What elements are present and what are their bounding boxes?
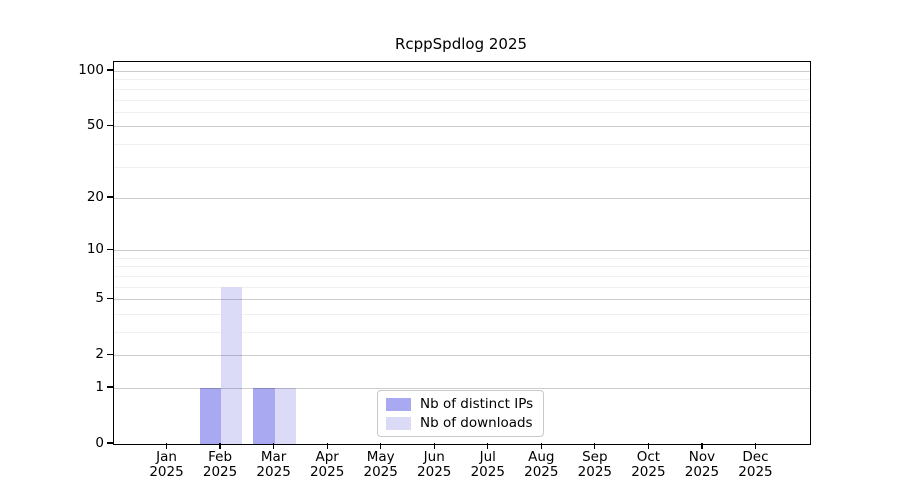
x-tick-label: Dec 2025 <box>723 450 787 480</box>
x-tick-month: Jan <box>156 449 177 465</box>
gridline-minor <box>114 143 810 145</box>
x-tick-month: Aug <box>528 449 555 465</box>
x-tick-month: Sep <box>582 449 608 465</box>
x-tick <box>594 443 596 449</box>
x-tick-label: Apr 2025 <box>295 450 359 480</box>
legend-item-downloads: Nb of downloads <box>386 414 533 431</box>
gridline-minor <box>114 111 810 113</box>
x-tick <box>754 443 757 449</box>
bar-nb-of-downloads-mar <box>274 387 296 444</box>
x-tick-month: Mar <box>260 449 287 465</box>
gridline-major <box>114 250 810 252</box>
legend-item-distinct-ips: Nb of distinct IPs <box>386 395 534 412</box>
gridline-major <box>114 299 810 301</box>
y-tick-label: 20 <box>86 188 104 205</box>
x-tick-month: May <box>366 449 395 465</box>
legend-label-distinct-ips: Nb of distinct IPs <box>420 395 534 412</box>
y-tick <box>107 69 113 71</box>
y-tick-label: 50 <box>86 117 104 134</box>
x-tick <box>273 443 275 449</box>
gridline-minor <box>114 275 810 277</box>
x-tick <box>433 443 435 449</box>
x-tick-label: Feb 2025 <box>188 450 252 480</box>
x-tick-label: Oct 2025 <box>616 450 680 480</box>
y-tick-label: 2 <box>95 346 104 363</box>
x-tick-year: 2025 <box>470 464 505 480</box>
y-tick <box>107 248 113 250</box>
y-tick-label: 1 <box>95 378 104 395</box>
legend-swatch-downloads <box>386 416 411 430</box>
x-tick-month: Apr <box>315 449 339 465</box>
y-tick <box>107 297 113 299</box>
y-tick <box>107 442 113 444</box>
x-tick-year: 2025 <box>684 464 720 480</box>
x-tick <box>487 443 489 449</box>
x-tick-year: 2025 <box>363 464 398 480</box>
y-tick <box>107 386 113 388</box>
x-tick-month: Feb <box>208 449 233 465</box>
gridline-minor <box>114 331 810 333</box>
x-tick-label: Aug 2025 <box>509 450 573 480</box>
gridline-major <box>114 197 810 199</box>
x-tick <box>540 443 542 449</box>
x-tick-year: 2025 <box>202 464 238 480</box>
gridline-major <box>114 355 810 357</box>
x-tick-year: 2025 <box>738 464 773 480</box>
y-tick <box>107 196 113 198</box>
y-tick-label: 5 <box>95 290 104 307</box>
y-tick <box>107 353 113 355</box>
x-tick-year: 2025 <box>417 464 452 480</box>
plot-area <box>113 61 811 445</box>
gridline-major <box>114 387 810 389</box>
x-tick-label: May 2025 <box>349 450 413 480</box>
x-tick-month: Jul <box>479 449 496 465</box>
y-tick-label: 0 <box>95 435 104 451</box>
bar-nb-of-distinct-ips-feb <box>199 387 222 444</box>
legend-label-downloads: Nb of downloads <box>420 414 533 431</box>
x-tick <box>219 443 221 449</box>
y-tick-label: 10 <box>86 241 104 258</box>
gridline-minor <box>114 257 810 259</box>
y-tick-label: 100 <box>78 62 104 79</box>
x-tick <box>701 443 703 449</box>
x-tick-label: Nov 2025 <box>670 450 734 480</box>
x-tick-month: Nov <box>688 449 716 465</box>
legend: Nb of distinct IPs Nb of downloads <box>377 390 545 437</box>
x-tick-month: Jun <box>423 449 445 465</box>
gridline-minor <box>114 88 810 90</box>
x-tick <box>380 443 382 449</box>
x-tick <box>647 443 649 449</box>
gridline-minor <box>114 166 810 168</box>
x-tick-month: Dec <box>742 449 769 465</box>
y-tick <box>107 124 113 126</box>
gridline-minor <box>114 99 810 101</box>
x-tick <box>326 443 328 449</box>
x-tick-month: Oct <box>636 449 661 465</box>
x-tick-year: 2025 <box>309 464 345 480</box>
x-tick-label: Jul 2025 <box>456 450 520 480</box>
x-tick-label: Mar 2025 <box>242 450 306 480</box>
bar-nb-of-distinct-ips-mar <box>253 387 275 444</box>
gridline-minor <box>114 313 810 315</box>
x-tick-year: 2025 <box>256 464 291 480</box>
gridline-minor <box>114 79 810 81</box>
gridline-major <box>114 71 810 73</box>
x-tick-label: Jan 2025 <box>135 450 199 480</box>
gridline-minor <box>114 286 810 288</box>
x-tick-year: 2025 <box>149 464 184 480</box>
x-tick-year: 2025 <box>524 464 559 480</box>
bar-nb-of-downloads-feb <box>221 286 243 444</box>
legend-swatch-distinct-ips <box>386 397 411 411</box>
x-tick-year: 2025 <box>577 464 613 480</box>
gridline-minor <box>114 266 810 268</box>
x-tick-label: Jun 2025 <box>402 450 466 480</box>
x-tick-year: 2025 <box>631 464 666 480</box>
x-tick-label: Sep 2025 <box>563 450 627 480</box>
chart-title: RcppSpdlog 2025 <box>394 35 528 53</box>
x-tick <box>165 443 168 449</box>
gridline-major <box>114 126 810 128</box>
